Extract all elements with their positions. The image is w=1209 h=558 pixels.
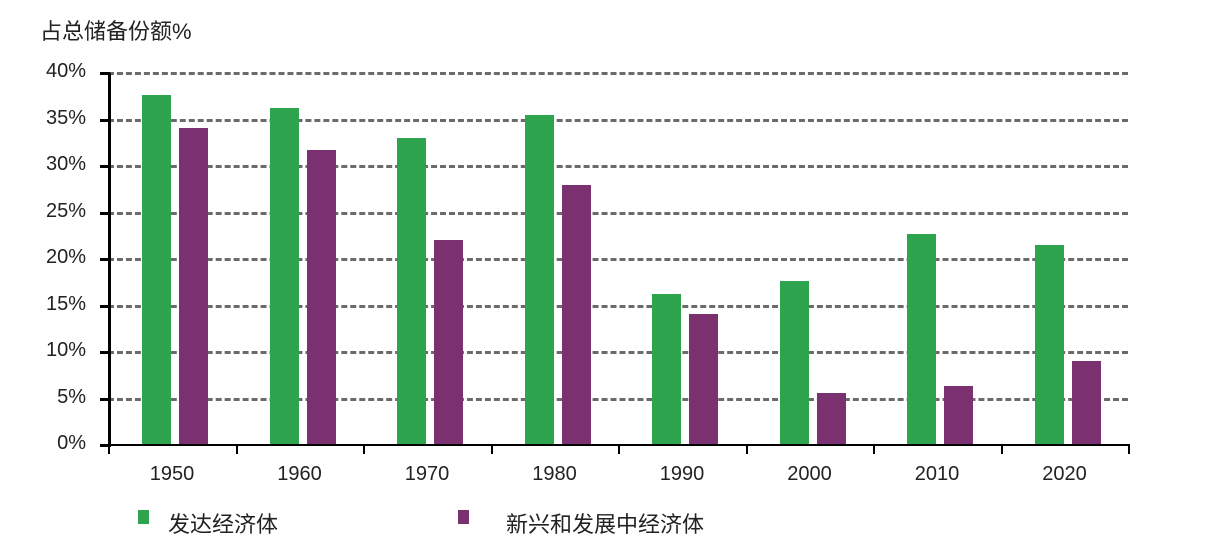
- x-tick: [1128, 444, 1130, 454]
- x-tick: [235, 444, 238, 454]
- y-tick: [100, 165, 110, 168]
- x-tick: [873, 444, 875, 454]
- legend-label-emerging: 新兴和发展中经济体: [506, 512, 705, 537]
- y-tick: [100, 397, 110, 401]
- x-tick-label: 2000: [787, 463, 832, 485]
- x-tick-label: 1950: [149, 463, 195, 485]
- bar-developed: [1034, 245, 1064, 445]
- y-tick-label: 0%: [57, 432, 86, 454]
- bar-emerging: [689, 313, 718, 445]
- x-tick: [618, 444, 620, 454]
- bar-developed: [779, 281, 809, 445]
- y-tick-label: 40%: [45, 60, 86, 82]
- bar-developed: [907, 233, 936, 445]
- bar-emerging: [434, 240, 463, 445]
- legend-label-developed: 发达经济体: [168, 512, 279, 537]
- bar-emerging: [1071, 361, 1101, 445]
- x-tick: [363, 444, 365, 454]
- bar-developed: [269, 108, 299, 445]
- gridline: [108, 118, 1128, 122]
- y-tick: [100, 351, 110, 354]
- bar-emerging: [816, 392, 846, 445]
- y-tick: [100, 118, 110, 122]
- gridline: [108, 258, 1128, 261]
- chart-title: 占总储备份额%: [40, 19, 192, 44]
- gridline: [108, 351, 1128, 354]
- bar-developed: [142, 95, 171, 445]
- y-tick-label: 30%: [45, 153, 86, 175]
- gridline: [108, 211, 1128, 215]
- y-tick-label: 5%: [57, 385, 86, 408]
- bar-emerging: [306, 150, 336, 445]
- bar-emerging: [179, 127, 208, 445]
- x-tick-label: 2020: [1042, 463, 1087, 485]
- x-tick-label: 2010: [914, 463, 960, 485]
- x-tick: [108, 444, 110, 454]
- bar-emerging: [944, 386, 973, 445]
- y-tick-label: 10%: [45, 339, 86, 361]
- legend-swatch-developed: [138, 510, 149, 524]
- y-tick: [100, 304, 110, 308]
- x-tick-label: 1960: [277, 463, 322, 485]
- x-tick: [490, 444, 493, 454]
- x-tick-label: 1980: [532, 463, 577, 485]
- bar-developed: [652, 294, 681, 445]
- y-tick: [100, 72, 110, 75]
- legend-swatch-emerging: [458, 510, 469, 524]
- y-tick-label: 25%: [45, 199, 86, 222]
- gridline: [108, 165, 1128, 168]
- y-tick-label: 35%: [45, 106, 86, 129]
- gridline: [108, 304, 1128, 308]
- y-tick: [100, 444, 110, 447]
- x-tick: [1000, 444, 1003, 454]
- x-tick-label: 1970: [404, 463, 450, 485]
- y-tick: [100, 258, 110, 261]
- y-tick: [100, 211, 110, 215]
- gridline: [108, 72, 1128, 75]
- bar-developed: [397, 138, 426, 445]
- y-tick-label: 15%: [45, 292, 86, 315]
- x-tick-label: 1990: [659, 463, 705, 485]
- y-tick-label: 20%: [45, 246, 86, 268]
- bar-emerging: [561, 184, 591, 445]
- gridline: [108, 397, 1128, 401]
- x-tick: [745, 444, 748, 454]
- bar-developed: [524, 114, 554, 445]
